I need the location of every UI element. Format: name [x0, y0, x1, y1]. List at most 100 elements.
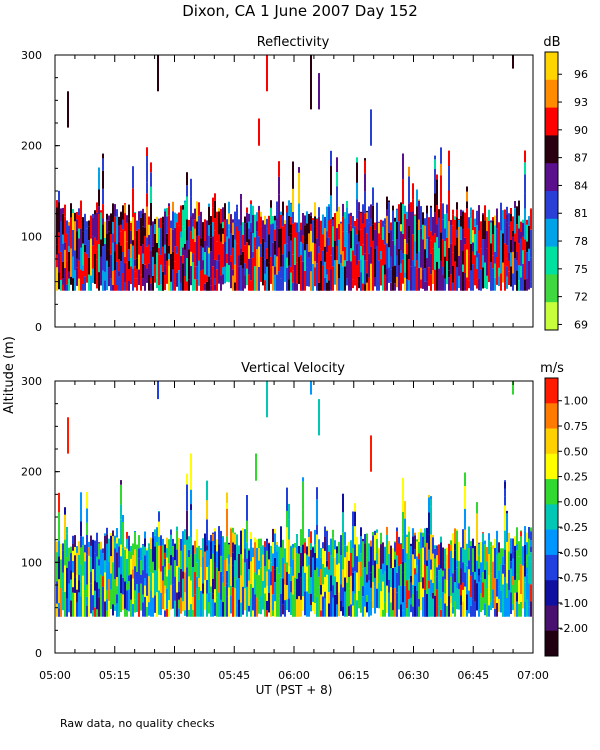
data-cell — [444, 568, 446, 580]
data-cell — [322, 250, 324, 266]
data-cell — [280, 526, 282, 548]
data-cell — [450, 243, 452, 275]
data-cell — [306, 591, 308, 617]
data-cell — [242, 234, 244, 252]
data-cell — [72, 592, 74, 617]
data-cell — [474, 226, 476, 235]
data-cell — [458, 255, 460, 276]
data-cell — [360, 272, 362, 291]
data-cell — [58, 272, 60, 290]
data-cell — [378, 549, 380, 569]
data-cell — [496, 530, 498, 543]
data-cell — [324, 246, 326, 262]
data-cell — [352, 511, 354, 526]
data-cell — [436, 205, 438, 225]
data-cell — [380, 544, 382, 570]
data-cell — [152, 561, 154, 573]
data-cell — [514, 241, 516, 259]
data-cell — [304, 215, 306, 226]
data-cell — [336, 594, 338, 605]
data-cell — [430, 569, 432, 580]
data-cell — [276, 544, 278, 552]
data-cell — [78, 260, 80, 279]
data-cell — [228, 587, 230, 617]
data-cell — [126, 538, 128, 549]
data-cell — [378, 260, 380, 291]
data-cell — [480, 542, 482, 563]
data-cell — [122, 229, 124, 252]
data-cell — [286, 267, 288, 291]
data-cell — [396, 555, 398, 573]
data-cell — [432, 217, 434, 236]
data-cell — [412, 584, 414, 595]
data-cell — [272, 553, 274, 566]
data-cell — [376, 276, 378, 291]
data-cell — [314, 261, 316, 268]
data-cell — [67, 91, 69, 128]
data-cell — [152, 256, 154, 276]
data-cell — [126, 241, 128, 263]
data-cell — [388, 580, 390, 593]
data-cell — [122, 547, 124, 578]
data-cell — [292, 559, 294, 576]
data-cell — [214, 200, 216, 219]
data-cell — [370, 109, 372, 146]
data-cell — [526, 241, 528, 252]
data-cell — [86, 522, 88, 535]
data-cell — [150, 250, 152, 278]
data-cell — [298, 553, 300, 573]
data-cell — [246, 520, 248, 543]
data-cell — [62, 261, 64, 279]
data-cell — [460, 605, 462, 617]
data-cell — [318, 539, 320, 555]
data-cell — [182, 226, 184, 248]
data-cell — [86, 584, 88, 597]
data-cell — [266, 585, 268, 601]
data-cell — [190, 537, 192, 555]
data-cell — [294, 547, 296, 578]
data-cell — [288, 265, 290, 280]
data-cell — [310, 605, 312, 612]
data-cell — [406, 243, 408, 255]
data-cell — [148, 546, 150, 568]
data-cell — [106, 219, 108, 234]
data-cell — [240, 199, 242, 226]
data-cell — [94, 237, 96, 254]
data-cell — [344, 260, 346, 267]
data-cell — [472, 264, 474, 291]
data-cell — [422, 588, 424, 598]
data-cell — [296, 553, 298, 579]
data-cell — [422, 536, 424, 548]
data-cell — [364, 284, 366, 291]
data-cell — [222, 556, 224, 576]
data-cell — [398, 221, 400, 249]
colorbar-swatch — [545, 630, 558, 657]
data-cell — [180, 597, 182, 614]
data-cell — [442, 570, 444, 577]
data-cell — [354, 544, 356, 572]
data-cell — [240, 254, 242, 266]
data-cell — [242, 222, 244, 235]
data-cell — [464, 212, 466, 238]
data-cell — [404, 253, 406, 273]
data-cell — [298, 572, 300, 597]
data-cell — [276, 218, 278, 227]
data-cell — [192, 219, 194, 227]
data-cell — [194, 279, 196, 291]
data-cell — [116, 552, 118, 577]
data-cell — [242, 558, 244, 587]
data-cell — [82, 599, 84, 617]
data-cell — [512, 273, 514, 291]
data-cell — [152, 532, 154, 539]
data-cell — [60, 279, 62, 291]
data-cell — [382, 563, 384, 575]
data-cell — [358, 230, 360, 242]
data-cell — [184, 544, 186, 573]
data-cell — [352, 548, 354, 568]
data-cell — [190, 485, 192, 504]
data-cell — [144, 228, 146, 236]
data-cell — [348, 606, 350, 616]
data-cell — [412, 183, 414, 200]
data-cell — [440, 609, 442, 617]
data-cell — [264, 546, 266, 567]
